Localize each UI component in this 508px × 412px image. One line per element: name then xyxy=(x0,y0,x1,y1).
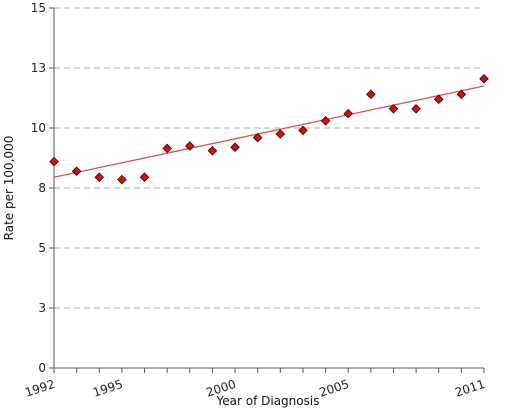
y-axis-title: Rate per 100,000 xyxy=(2,136,16,241)
data-point xyxy=(94,172,105,182)
x-tick-label: 1995 xyxy=(91,377,124,400)
data-points xyxy=(49,74,489,185)
trend-line xyxy=(53,85,485,178)
data-point xyxy=(366,89,376,100)
x-tick-label: 1992 xyxy=(23,377,56,400)
y-tick-label: 10 xyxy=(31,121,46,135)
x-tick-label: 2011 xyxy=(453,377,486,400)
data-point xyxy=(252,132,263,143)
data-point xyxy=(479,74,489,84)
y-tick-label: 13 xyxy=(31,61,46,75)
data-point xyxy=(162,143,172,154)
data-point xyxy=(230,142,240,152)
data-point xyxy=(49,156,59,167)
grid-lines xyxy=(54,7,484,309)
data-point xyxy=(185,141,195,151)
data-point xyxy=(456,89,467,100)
y-tick-label: 15 xyxy=(31,1,46,15)
data-point xyxy=(117,174,127,185)
data-point xyxy=(343,108,353,119)
x-tick-label: 2005 xyxy=(317,377,350,400)
data-point xyxy=(298,125,308,136)
x-axis-title: Year of Diagnosis xyxy=(216,394,320,408)
y-tick-label: 0 xyxy=(38,361,46,375)
y-tick-label: 5 xyxy=(38,241,46,255)
data-point xyxy=(207,146,218,156)
data-point xyxy=(71,166,82,176)
y-tick-label: 3 xyxy=(38,301,46,315)
y-tick-label: 8 xyxy=(38,181,46,195)
data-point xyxy=(411,104,421,114)
data-point xyxy=(275,129,286,139)
data-point xyxy=(388,104,399,114)
data-point xyxy=(139,172,150,182)
data-point xyxy=(433,94,444,104)
y-axis-ticks: 0 3 5 8 10 13 15 xyxy=(31,1,54,375)
data-point xyxy=(320,116,331,126)
